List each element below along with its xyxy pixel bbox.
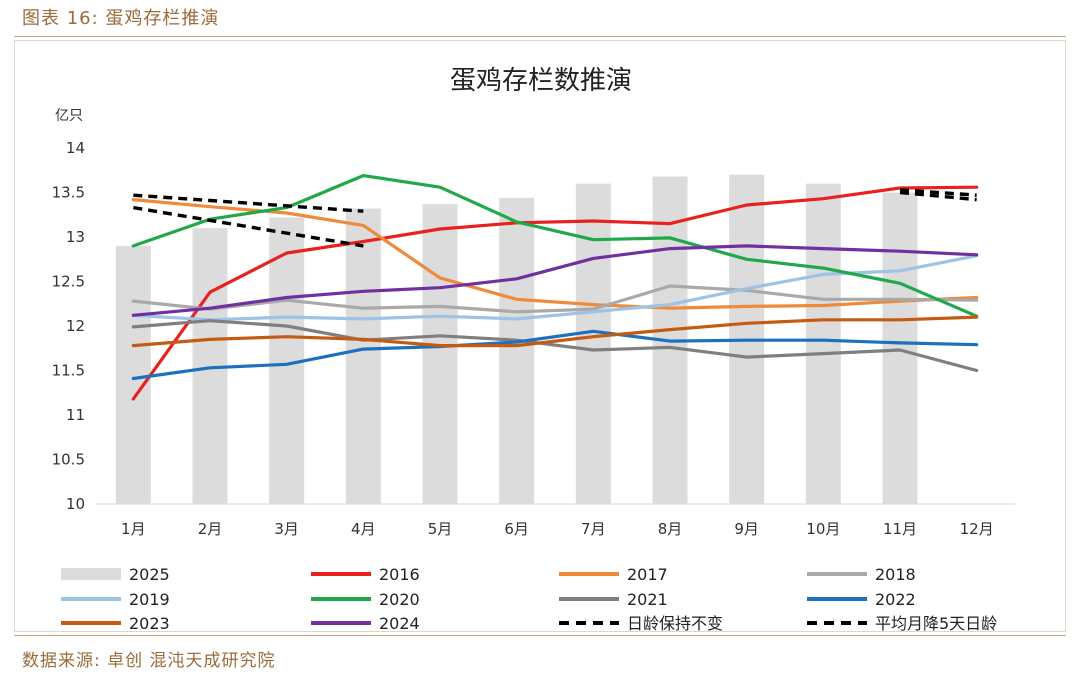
x-tick-label: 5月 — [428, 520, 453, 538]
x-axis-ticks: 1月 2月 3月 4月 5月 6月 7月 8月 9月 10月 11月 12月 — [121, 520, 994, 538]
x-tick-label: 10月 — [806, 520, 840, 538]
x-tick-label: 4月 — [351, 520, 376, 538]
x-tick-label: 1月 — [121, 520, 146, 538]
projection-constant-age — [899, 188, 977, 197]
bottom-divider — [14, 635, 1066, 636]
x-tick-label: 2月 — [198, 520, 223, 538]
x-tick-label: 11月 — [883, 520, 917, 538]
legend-label: 2019 — [129, 590, 170, 609]
bar-2025 — [499, 197, 535, 504]
chart-legend: 2025 2016 2017 2018 2019 2020 2021 2022 2023 2024… — [61, 565, 997, 633]
legend-label: 2018 — [875, 565, 916, 584]
projection-constant-age — [133, 193, 364, 213]
y-tick-label: 13.5 — [52, 184, 85, 202]
y-tick-label: 13 — [66, 228, 85, 246]
y-tick-label: 12.5 — [52, 273, 85, 291]
y-tick-label: 11.5 — [52, 362, 85, 380]
data-source-note: 数据来源: 卓创 混沌天成研究院 — [22, 651, 276, 671]
y-axis-unit: 亿只 — [55, 108, 83, 124]
x-tick-label: 7月 — [581, 520, 606, 538]
x-tick-label: 9月 — [734, 520, 759, 538]
legend-swatch-2025 — [61, 568, 121, 580]
chart-title: 蛋鸡存栏数推演 — [450, 66, 632, 96]
projection-lines — [133, 188, 977, 248]
line-2023 — [131, 315, 979, 348]
y-tick-label: 11 — [66, 406, 85, 424]
line-2016 — [131, 185, 979, 401]
top-divider — [14, 36, 1066, 37]
line-2018 — [131, 284, 979, 314]
line-2024 — [131, 244, 979, 317]
legend-label: 2023 — [129, 614, 170, 633]
line-2017 — [131, 198, 979, 310]
bar-2025 — [805, 183, 841, 504]
legend-label: 平均月降5天日龄 — [875, 614, 997, 633]
projection-age-down-5d — [899, 190, 977, 202]
y-tick-label: 14 — [66, 139, 85, 157]
egg-hen-inventory-chart: 蛋鸡存栏数推演 亿只 14 13.5 13 12.5 12 11.5 11 10.5 10 1月… — [52, 66, 1015, 633]
chart-frame: 蛋鸡存栏数推演 亿只 14 13.5 13 12.5 12 11.5 11 10.5 10 1月… — [14, 40, 1066, 633]
line-series-group — [131, 174, 979, 401]
legend-label: 2016 — [379, 565, 420, 584]
legend-label: 2021 — [627, 590, 668, 609]
figure-caption: 图表 16: 蛋鸡存栏推演 — [22, 8, 220, 29]
bar-2025 — [575, 183, 611, 504]
y-tick-label: 10.5 — [52, 451, 85, 469]
legend-label: 日龄保持不变 — [627, 614, 723, 633]
x-tick-label: 3月 — [274, 520, 299, 538]
legend-label: 2017 — [627, 565, 668, 584]
x-tick-label: 12月 — [960, 520, 994, 538]
legend-label: 2024 — [379, 614, 420, 633]
projection-age-down-5d — [133, 205, 364, 248]
bar-2025 — [115, 245, 151, 504]
bar-2025 — [345, 208, 381, 504]
x-tick-label: 8月 — [658, 520, 683, 538]
y-tick-label: 12 — [66, 317, 85, 335]
line-2019 — [131, 254, 979, 322]
legend-label: 2020 — [379, 590, 420, 609]
legend-label: 2025 — [129, 565, 170, 584]
x-tick-label: 6月 — [504, 520, 529, 538]
bar-2025 — [882, 192, 918, 504]
line-2022 — [131, 329, 979, 381]
line-2021 — [131, 319, 979, 373]
legend-label: 2022 — [875, 590, 916, 609]
line-2020 — [131, 174, 979, 318]
y-tick-label: 10 — [66, 495, 85, 513]
y-axis-ticks: 14 13.5 13 12.5 12 11.5 11 10.5 10 — [52, 139, 85, 513]
bar-2025 — [422, 204, 458, 504]
